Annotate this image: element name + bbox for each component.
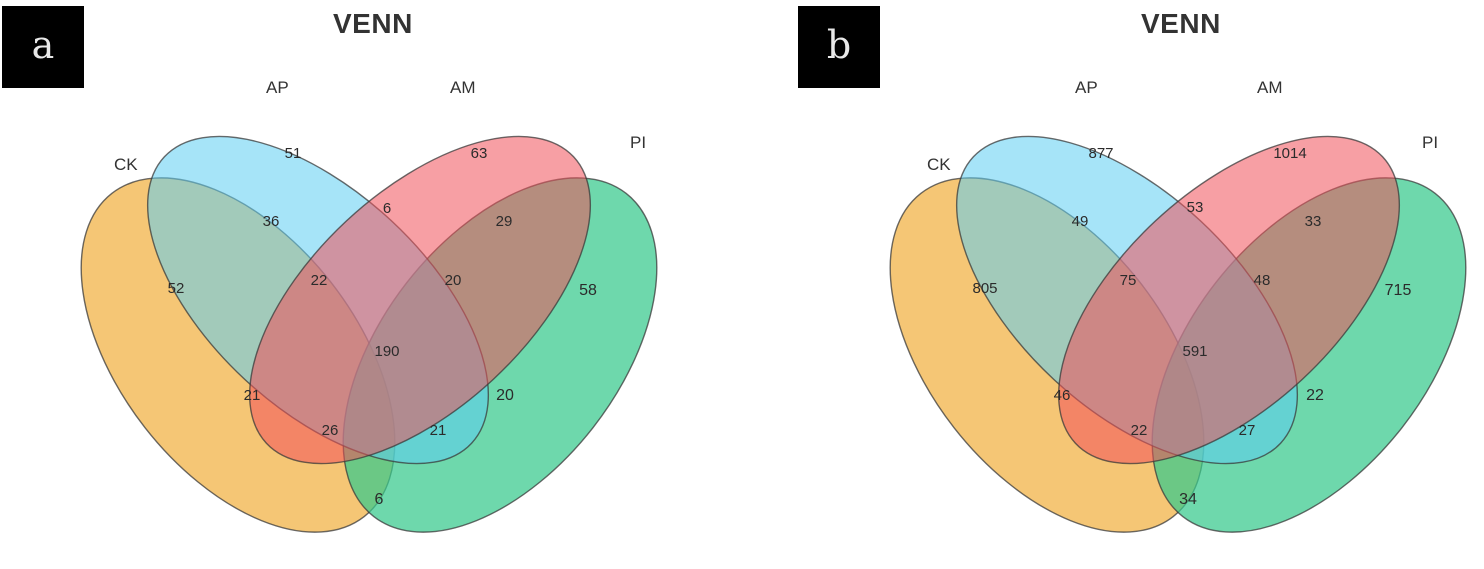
venn-diagram: CK AP AM PI 805 877 1014 715 49 53 33 75… xyxy=(889,78,1467,533)
region-ck-am-pi: 26 xyxy=(322,422,339,439)
region-ck-ap-pi: 21 xyxy=(430,422,447,439)
region-am: 1014 xyxy=(1273,145,1306,162)
set-label-am: AM xyxy=(450,78,476,97)
set-label-ck: CK xyxy=(114,155,138,174)
region-am: 63 xyxy=(471,145,488,162)
region-ck: 52 xyxy=(168,280,185,297)
region-ck: 805 xyxy=(972,280,997,297)
region-ck-am: 21 xyxy=(244,387,261,404)
region-am-pi: 29 xyxy=(496,213,513,230)
region-ck-ap: 36 xyxy=(263,213,280,230)
region-all: 591 xyxy=(1182,343,1207,360)
region-ap-am-pi: 20 xyxy=(445,272,462,289)
region-ck-ap: 49 xyxy=(1072,213,1089,230)
chart-title: VENN xyxy=(1141,8,1221,39)
venn-panel-a: a VENN CK AP AM PI 52 51 63 58 36 6 29 2… xyxy=(2,6,658,533)
region-ck-am: 46 xyxy=(1054,387,1071,404)
ellipse-am xyxy=(1057,135,1401,465)
region-ap: 877 xyxy=(1088,145,1113,162)
set-label-ck: CK xyxy=(927,155,951,174)
region-ck-pi: 34 xyxy=(1179,491,1197,508)
region-all: 190 xyxy=(374,343,399,360)
region-pi: 715 xyxy=(1385,282,1412,299)
venn-diagram: CK AP AM PI 52 51 63 58 36 6 29 22 20 19… xyxy=(80,78,658,533)
panel-label-badge: b xyxy=(798,6,880,88)
region-ap: 51 xyxy=(285,145,302,162)
set-label-pi: PI xyxy=(630,133,646,152)
set-label-ap: AP xyxy=(1075,78,1098,97)
region-pi: 58 xyxy=(579,282,597,299)
region-am-pi: 33 xyxy=(1305,213,1322,230)
ellipse-am xyxy=(248,135,592,465)
region-ck-ap-pi: 27 xyxy=(1239,422,1256,439)
region-ck-ap-am: 22 xyxy=(311,272,328,289)
set-label-ap: AP xyxy=(266,78,289,97)
region-ck-ap-am: 75 xyxy=(1120,272,1137,289)
set-label-pi: PI xyxy=(1422,133,1438,152)
chart-title: VENN xyxy=(333,8,413,39)
region-ap-pi: 22 xyxy=(1306,387,1324,404)
panel-label-badge: a xyxy=(2,6,84,88)
region-ck-am-pi: 22 xyxy=(1131,422,1148,439)
region-ap-am: 6 xyxy=(383,200,391,217)
region-ck-pi: 6 xyxy=(375,491,384,508)
region-ap-pi: 20 xyxy=(496,387,514,404)
region-ap-am-pi: 48 xyxy=(1254,272,1271,289)
region-ap-am: 53 xyxy=(1187,199,1204,216)
venn-panel-b: b VENN CK AP AM PI 805 877 1014 715 49 5… xyxy=(790,0,1484,569)
set-label-am: AM xyxy=(1257,78,1283,97)
